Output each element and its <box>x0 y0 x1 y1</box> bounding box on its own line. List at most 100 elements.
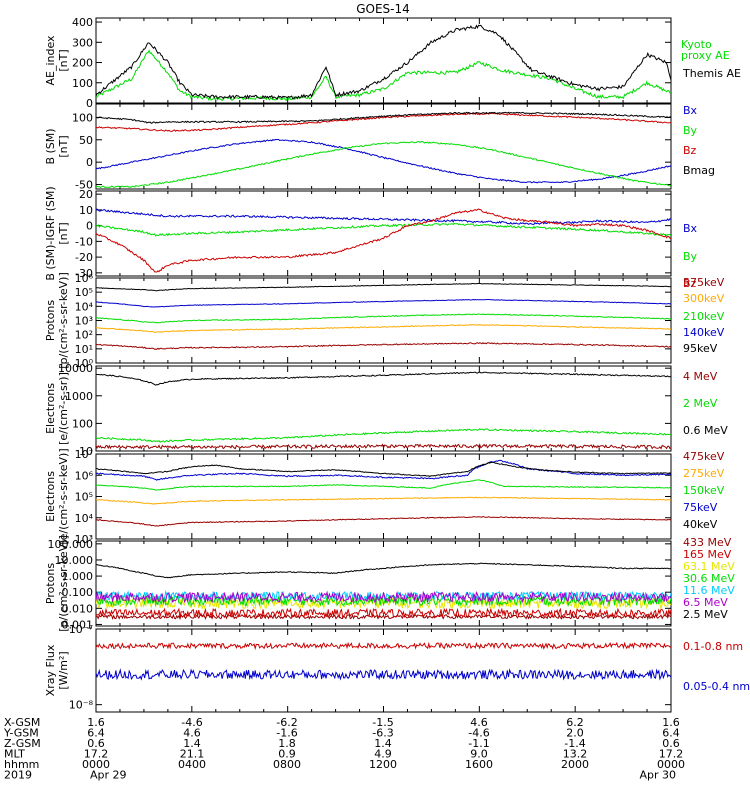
y-tick-label: 0 <box>86 220 93 233</box>
legend-entry: By <box>683 124 698 137</box>
y-axis-label: AE_index <box>44 35 57 86</box>
y-tick-label: 0.100 <box>62 586 94 599</box>
legend-entry: 40keV <box>683 518 718 531</box>
series-bz <box>96 208 671 273</box>
y-tick-label: 10.000 <box>55 554 94 567</box>
y-tick-label: -20 <box>75 251 93 264</box>
y-tick-label: 1.000 <box>62 570 94 583</box>
y-tick-label: 10² <box>75 329 93 342</box>
series-75kev <box>96 459 671 481</box>
y-tick-label: 10³ <box>75 315 93 328</box>
footer-value: 21.1 <box>180 748 205 761</box>
y-tick-label: 10⁵ <box>75 286 93 299</box>
legend-entry: By <box>683 250 698 263</box>
legend-entry: 75keV <box>683 501 718 514</box>
series-433-mev <box>96 613 671 621</box>
y-tick-label: 1000 <box>65 390 93 403</box>
legend-entry: 11.6 MeV <box>683 584 735 597</box>
y-axis-unit: [p/(cm²-s-sr-keV)] <box>57 272 70 369</box>
y-axis-unit: [e/(cm²-s-sr)] <box>57 372 70 445</box>
series-bx <box>96 208 671 225</box>
panel-frame <box>95 103 672 190</box>
footer-value: Apr 29 <box>90 769 127 782</box>
series-themis-ae <box>96 24 671 100</box>
panel-ae: 0 100 200 300 400 AE_index [nT] Kyoto proxy AE Th… <box>44 16 741 110</box>
footer-value: 9.0 <box>470 748 488 761</box>
y-tick-label: 0 <box>86 156 93 169</box>
legend-entry: 575keV <box>683 276 725 289</box>
y-tick-label: 200 <box>72 57 93 70</box>
y-tick-label: 10⁴ <box>75 300 94 313</box>
series-2-mev <box>96 428 671 443</box>
footer-value: 0.6 <box>662 737 680 750</box>
series-575kev <box>96 342 671 350</box>
legend-entry: 475keV <box>683 450 725 463</box>
y-axis-label: B (SM)-IGRF (SM) <box>44 186 57 280</box>
legend-entry: 275keV <box>683 467 725 480</box>
panel-elec2: 10³ 10⁴ 10⁵ 10⁶ 10⁷ Electrons [e/(cm²-s-sr-keV… <box>44 448 725 546</box>
footer-value: 1600 <box>465 758 493 771</box>
footer-value: 0.9 <box>278 748 296 761</box>
legend-entry: 0.6 MeV <box>683 424 728 437</box>
y-tick-label: 10⁶ <box>75 469 94 482</box>
y-tick-label: 50 <box>79 134 93 147</box>
series-by <box>96 141 671 189</box>
y-tick-label: 20 <box>79 188 93 201</box>
legend-entry: Themis AE <box>682 67 741 80</box>
legend-entry: Bx <box>683 222 698 235</box>
footer-value: 4.9 <box>374 748 392 761</box>
series-210kev <box>96 313 671 324</box>
footer-row-label: 2019 <box>4 769 32 782</box>
footer-value: 0000 <box>657 758 685 771</box>
footer-value: -6.3 <box>372 727 393 740</box>
y-axis-unit: [e/(cm²-s-sr-keV)] <box>57 448 70 544</box>
series-4-mev <box>96 443 671 450</box>
series-0-6-mev <box>96 371 671 386</box>
footer-value: 1.4 <box>183 737 201 750</box>
y-tick-label: 10⁻⁷ <box>69 623 93 636</box>
y-axis-label: Electrons <box>44 383 57 434</box>
y-tick-label: -10 <box>75 235 93 248</box>
series-by <box>96 222 671 237</box>
legend-entry: 95keV <box>683 342 718 355</box>
series-0-05-0-4-nm <box>96 668 671 681</box>
legend-entry: 300keV <box>683 292 725 305</box>
y-axis-unit: [nT] <box>57 135 70 157</box>
footer-value: 17.2 <box>84 748 109 761</box>
panel-prot2: 0.001 0.010 0.100 1.000 10.000 100.000 Protons… <box>44 535 735 632</box>
legend-entry: 210keV <box>683 310 725 323</box>
y-tick-label: 400 <box>72 16 93 29</box>
panel-frame <box>95 453 672 540</box>
footer-value: 1.8 <box>278 737 296 750</box>
series-bx <box>96 138 671 184</box>
y-tick-label: 100 <box>72 77 93 90</box>
footer-value: 6.4 <box>662 727 680 740</box>
legend-entry: 150keV <box>683 484 725 497</box>
y-tick-label: 100 <box>72 111 93 124</box>
series-95kev <box>96 282 671 292</box>
y-tick-label: 0 <box>86 97 93 110</box>
footer-value: -1.1 <box>468 737 489 750</box>
series-40kev <box>96 461 671 478</box>
panel-digrf: -30 -20 -10 0 10 20 B (SM)-IGRF (SM) [nT] Bx By Bz <box>44 186 698 290</box>
legend-entry: Bz <box>683 144 697 157</box>
footer-value: -4.6 <box>468 727 489 740</box>
series-475kev <box>96 515 671 527</box>
legend-entry: Bmag <box>683 164 715 177</box>
footer-value: -1.5 <box>372 716 393 729</box>
y-tick-label: 10⁴ <box>75 512 94 525</box>
footer-value: 6.2 <box>566 716 584 729</box>
footer-value: -4.6 <box>181 716 202 729</box>
panel-bsm: -50 0 50 100 B (SM) [nT] Bx By Bz Bmag <box>44 103 715 192</box>
series-140kev <box>96 298 671 308</box>
panel-frame <box>95 628 672 713</box>
series-300kev <box>96 323 671 333</box>
footer-row-label: MLT <box>4 748 25 761</box>
series-30-6-mev <box>96 594 671 608</box>
y-tick-label: 10⁶ <box>75 272 94 285</box>
footer-value: -1.4 <box>564 737 585 750</box>
y-tick-label: 300 <box>72 36 93 49</box>
